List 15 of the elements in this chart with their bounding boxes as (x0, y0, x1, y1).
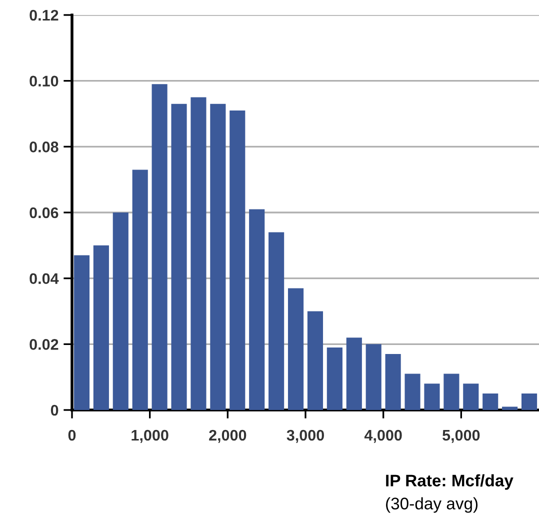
text: (30-day avg) (386, 497, 478, 513)
x-tick-label: 3,000 (286, 430, 324, 443)
x-tick-label: 5,000 (442, 430, 480, 443)
y-tick-label: 0.12 (30, 10, 58, 21)
y-tick-label: 0.10 (30, 76, 58, 87)
x-tick-label: 0 (68, 430, 76, 441)
y-tick-label: 0.04 (30, 273, 59, 284)
x-tick-label: 4,000 (364, 430, 402, 443)
y-tick-label: 0.08 (30, 142, 58, 152)
y-tick-label: 0.06 (30, 207, 58, 218)
y-tick-label: 0 (50, 404, 58, 416)
y-tick-label: 0.02 (30, 339, 58, 350)
x-axis-title: IP Rate: Mcf/day (386, 474, 514, 490)
x-tick-label: 1,000 (132, 430, 168, 443)
x-tick-label: 2,000 (209, 430, 246, 443)
